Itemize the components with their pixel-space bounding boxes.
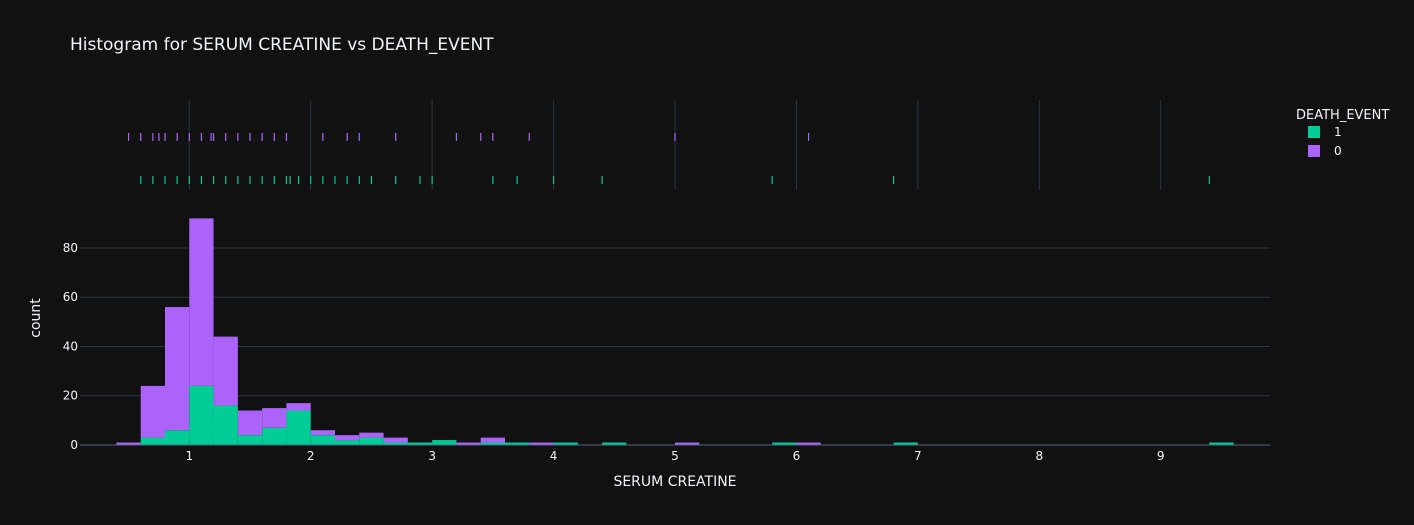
y-tick-label: 40 (63, 339, 78, 353)
x-tick-label: 2 (307, 449, 315, 463)
bar-death-event-1 (602, 442, 627, 445)
x-tick-label: 9 (1157, 449, 1165, 463)
bar-death-event-1 (335, 440, 360, 445)
bar-death-event-1 (553, 442, 578, 445)
bar-death-event-1 (505, 442, 530, 445)
x-tick-label: 1 (185, 449, 193, 463)
y-tick-label: 60 (63, 290, 78, 304)
legend: DEATH_EVENT 1 0 (1296, 108, 1389, 158)
x-tick-label: 7 (914, 449, 922, 463)
x-tick-label: 8 (1035, 449, 1043, 463)
legend-swatch-1[interactable] (1308, 126, 1320, 138)
rug-plot (127, 133, 1210, 184)
chart-title: Histogram for SERUM CREATINE vs DEATH_EV… (70, 35, 494, 55)
bar-death-event-0 (359, 432, 384, 438)
bar-death-event-0 (383, 437, 408, 443)
x-axis-title: SERUM CREATINE (613, 474, 736, 490)
y-axis-title: count (28, 298, 44, 338)
x-tick-label: 6 (793, 449, 801, 463)
y-tick-label: 80 (63, 241, 78, 255)
bar-death-event-1 (1209, 442, 1234, 445)
bar-death-event-1 (140, 437, 165, 445)
x-tick-label: 4 (550, 449, 558, 463)
bar-death-event-1 (237, 435, 263, 445)
bar-death-event-0 (116, 442, 141, 445)
bar-death-event-1 (432, 440, 457, 445)
bar-death-event-0 (456, 442, 481, 445)
bar-death-event-1 (189, 385, 214, 445)
bar-death-event-1 (893, 442, 918, 445)
bar-death-event-1 (359, 437, 384, 445)
bar-death-event-1 (213, 405, 238, 445)
bar-death-event-1 (286, 410, 311, 445)
bar-death-event-1 (262, 427, 287, 445)
bar-death-event-1 (383, 442, 408, 445)
legend-label-1[interactable]: 1 (1334, 125, 1342, 139)
histogram-bars (80, 218, 1270, 446)
bar-death-event-1 (772, 442, 797, 445)
x-axis-ticks: 1 2 3 4 5 6 7 8 9 (185, 449, 1164, 463)
legend-label-0[interactable]: 0 (1334, 144, 1342, 158)
legend-title: DEATH_EVENT (1296, 108, 1389, 123)
bar-death-event-0 (140, 385, 165, 438)
bar-death-event-1 (480, 442, 505, 445)
bar-death-event-0 (189, 218, 214, 386)
bar-death-event-0 (237, 410, 263, 436)
bar-death-event-0 (675, 442, 700, 445)
bar-death-event-0 (286, 403, 311, 411)
gridlines (80, 100, 1270, 397)
y-tick-label: 20 (63, 389, 78, 403)
x-tick-label: 5 (671, 449, 679, 463)
bar-death-event-0 (529, 442, 554, 445)
y-tick-label: 0 (70, 438, 78, 452)
bar-death-event-0 (262, 408, 287, 428)
y-axis-ticks: 0 20 40 60 80 (63, 241, 78, 452)
bar-death-event-0 (213, 336, 238, 406)
bar-death-event-0 (165, 307, 190, 431)
bar-death-event-1 (165, 430, 190, 445)
bar-death-event-0 (480, 437, 505, 443)
legend-swatch-0[interactable] (1308, 145, 1320, 157)
bar-death-event-0 (310, 430, 335, 436)
bar-death-event-0 (335, 435, 360, 441)
bar-death-event-1 (407, 442, 433, 445)
bar-death-event-1 (310, 435, 335, 445)
bar-death-event-0 (796, 442, 821, 445)
x-tick-label: 3 (428, 449, 436, 463)
